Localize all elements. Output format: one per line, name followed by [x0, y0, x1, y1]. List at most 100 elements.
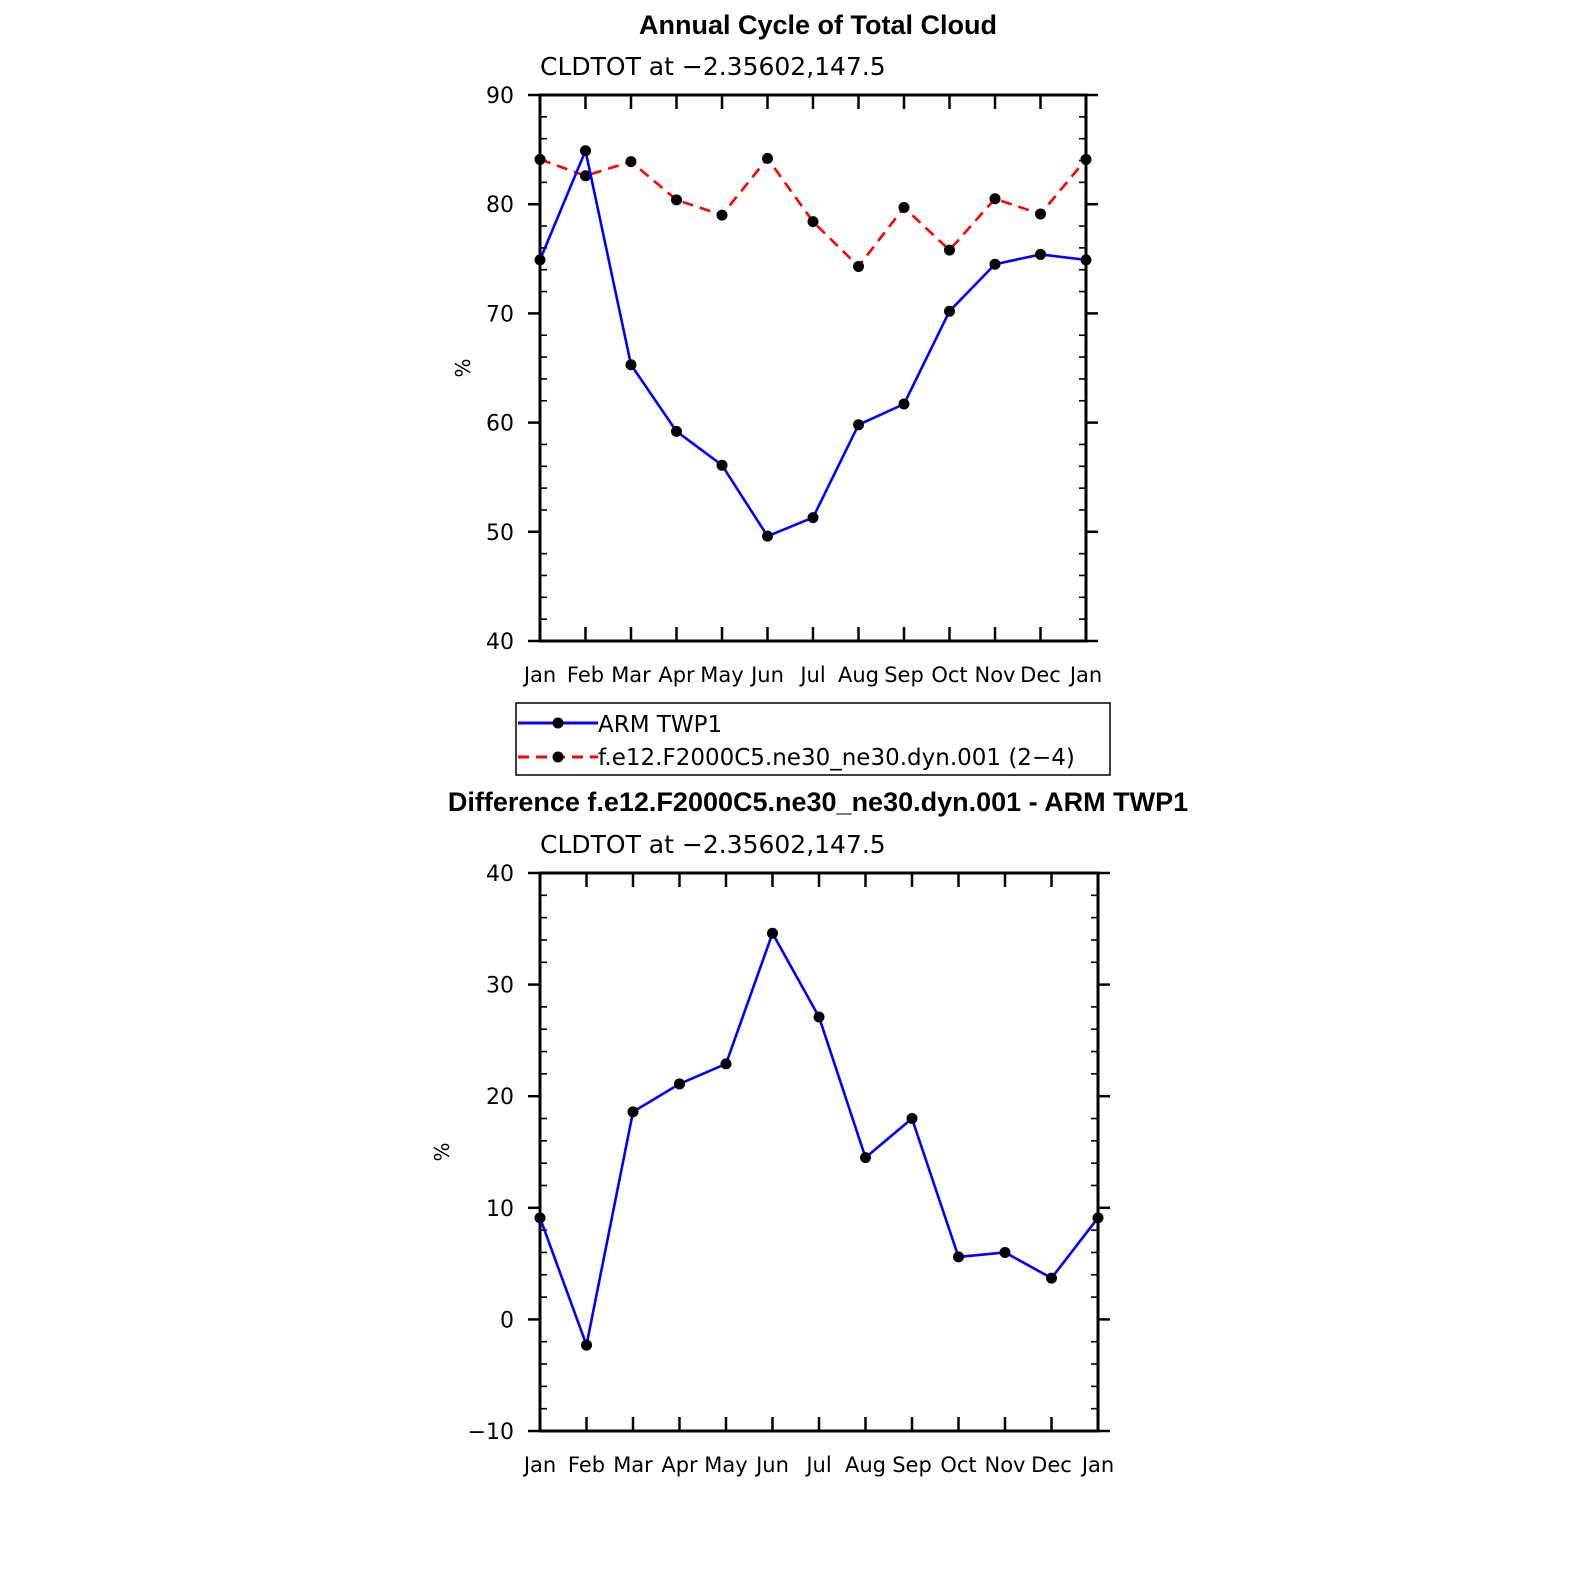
data-point: [860, 1152, 871, 1164]
x-tick-label: Apr: [661, 1453, 698, 1477]
data-point: [716, 209, 728, 221]
y-tick-label: 60: [486, 412, 514, 437]
x-tick-label: Nov: [985, 1453, 1026, 1477]
y-tick-label: 90: [486, 84, 514, 109]
data-point: [720, 1058, 732, 1070]
data-point: [1046, 1272, 1057, 1284]
x-tick-label: Jan: [522, 1453, 556, 1477]
data-point: [534, 1212, 546, 1224]
data-point: [807, 512, 819, 524]
x-tick-label: May: [700, 663, 743, 687]
chart-subtitle: CLDTOT at −2.35602,147.5: [540, 52, 886, 81]
x-tick-label: Jan: [1068, 663, 1102, 687]
data-point: [813, 1011, 825, 1023]
legend: ARM TWP1 f.e12.F2000C5.ne30_ne30.dyn.001…: [515, 702, 1111, 776]
x-tick-label: Sep: [884, 663, 924, 687]
x-tick-label: Jan: [1080, 1453, 1114, 1477]
legend-label-model: f.e12.F2000C5.ne30_ne30.dyn.001 (2−4): [598, 745, 1075, 771]
data-point: [989, 193, 1001, 205]
legend-marker-arm: [552, 717, 564, 729]
data-point: [625, 359, 637, 371]
y-tick-label: −10: [468, 1420, 514, 1445]
data-point: [1035, 248, 1046, 260]
series-line: [539, 157, 1087, 268]
x-tick-label: Jun: [749, 663, 784, 687]
y-tick-label: 40: [486, 630, 514, 655]
data-point: [1035, 208, 1046, 220]
data-point: [762, 152, 773, 164]
y-tick-label: 30: [486, 974, 514, 999]
data-point: [989, 258, 1001, 270]
plot-frame: [538, 93, 1088, 643]
chart-title: Difference f.e12.F2000C5.ne30_ne30.dyn.0…: [448, 787, 1188, 817]
y-tick-label: 10: [486, 1197, 514, 1222]
x-tick-label: Jul: [804, 1453, 831, 1477]
y-axis-label: %: [451, 358, 475, 377]
series-line: [538, 149, 1087, 538]
data-point: [716, 459, 728, 471]
axes: Jan Feb Mar Apr May Jun Jul Aug Sep Oct Nov Dec Jan 4…: [486, 84, 1102, 687]
x-tick-label: Oct: [931, 663, 967, 687]
data-point: [853, 419, 864, 431]
series-layer: [534, 145, 1092, 542]
x-tick-label: Aug: [838, 663, 879, 687]
legend-box: [515, 702, 1111, 776]
chart-subtitle: CLDTOT at −2.35602,147.5: [540, 830, 886, 859]
x-tick-label: Feb: [568, 1453, 605, 1477]
data-point: [674, 1078, 685, 1090]
x-tick-label: Jul: [798, 663, 825, 687]
data-point: [898, 398, 910, 410]
series-layer: [534, 927, 1104, 1351]
data-point: [1080, 254, 1092, 266]
data-point: [580, 145, 591, 157]
data-point: [807, 216, 819, 228]
x-tick-label: Jun: [754, 1453, 789, 1477]
x-tick-label: Apr: [658, 663, 695, 687]
data-point: [627, 1106, 639, 1118]
data-point: [953, 1251, 964, 1263]
x-tick-label: May: [704, 1453, 747, 1477]
x-tick-label: Dec: [1031, 1453, 1072, 1477]
data-point: [767, 927, 778, 939]
legend-marker-model: [552, 751, 564, 763]
data-point: [580, 170, 591, 182]
annual-cycle-panel: Annual Cycle of Total Cloud CLDTOT at −2…: [451, 10, 1102, 687]
data-point: [898, 201, 910, 213]
y-tick-label: 70: [486, 302, 514, 327]
axes: Jan Feb Mar Apr May Jun Jul Aug Sep Oct Nov Dec Jan−…: [468, 862, 1115, 1477]
data-point: [1092, 1212, 1104, 1224]
x-tick-label: Nov: [975, 663, 1016, 687]
data-point: [625, 156, 637, 168]
y-tick-label: 80: [486, 193, 514, 218]
data-point: [671, 194, 682, 206]
data-point: [1080, 153, 1092, 165]
x-tick-label: Jan: [522, 663, 556, 687]
data-point: [762, 530, 773, 542]
data-point: [853, 260, 864, 272]
chart-title: Annual Cycle of Total Cloud: [639, 10, 997, 40]
data-point: [999, 1246, 1011, 1258]
data-point: [581, 1339, 592, 1351]
data-point: [534, 153, 546, 165]
data-point: [534, 254, 546, 266]
legend-label-arm: ARM TWP1: [598, 712, 722, 738]
x-tick-label: Feb: [567, 663, 604, 687]
x-tick-label: Aug: [845, 1453, 886, 1477]
y-tick-label: 0: [500, 1308, 514, 1333]
y-tick-label: 20: [486, 1085, 514, 1110]
data-point: [671, 425, 682, 437]
x-tick-label: Oct: [940, 1453, 976, 1477]
x-tick-label: Sep: [892, 1453, 932, 1477]
y-axis-label: %: [430, 1142, 454, 1161]
x-tick-label: Mar: [613, 1453, 653, 1477]
data-point: [944, 305, 955, 317]
difference-panel: Difference f.e12.F2000C5.ne30_ne30.dyn.0…: [430, 787, 1188, 1477]
y-tick-label: 50: [486, 521, 514, 546]
data-point: [944, 244, 955, 256]
series-line: [538, 931, 1100, 1347]
y-tick-label: 40: [486, 862, 514, 887]
data-point: [906, 1113, 918, 1125]
x-tick-label: Dec: [1020, 663, 1061, 687]
x-tick-label: Mar: [611, 663, 651, 687]
